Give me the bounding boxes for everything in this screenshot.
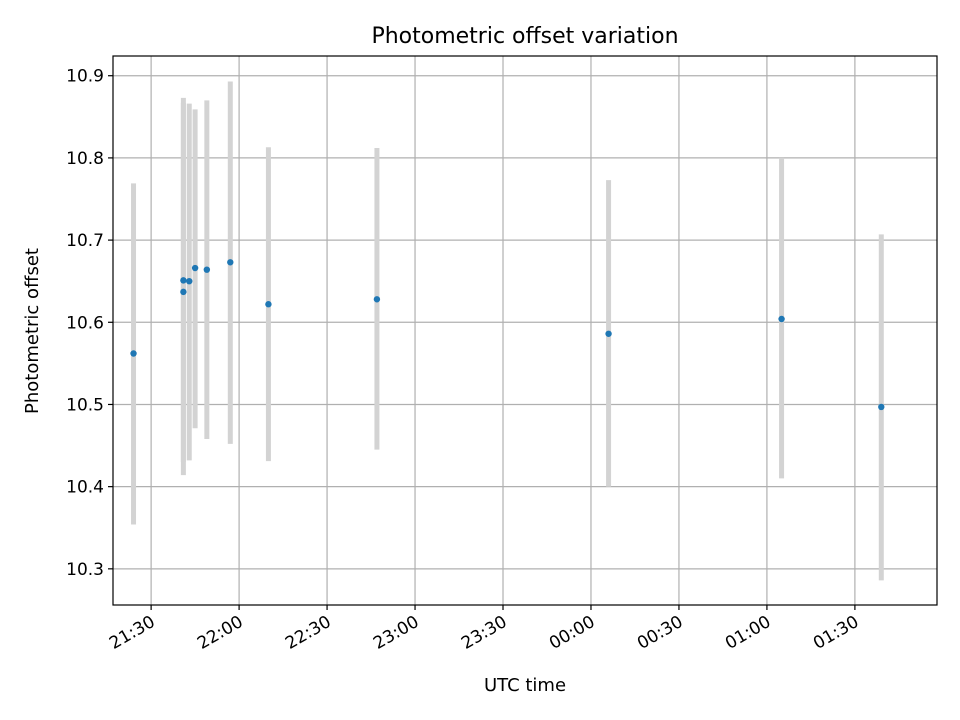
- data-point: [186, 277, 193, 285]
- x-axis-label: UTC time: [484, 675, 566, 696]
- data-point: [180, 288, 187, 296]
- data-point: [203, 266, 211, 273]
- plot-frame: [112, 55, 938, 606]
- data-point: [180, 277, 187, 284]
- data-point: [227, 259, 234, 266]
- grid: [113, 56, 937, 605]
- data-point: [191, 264, 199, 272]
- y-tick-label: 10.8: [66, 149, 104, 169]
- y-axis-label: Photometric offset: [22, 248, 43, 414]
- data-point: [373, 296, 381, 303]
- data-point: [778, 315, 785, 323]
- data-point: [605, 330, 612, 337]
- y-tick-label: 10.6: [66, 313, 104, 333]
- y-tick-label: 10.4: [66, 478, 104, 498]
- y-tick-label: 10.7: [66, 231, 104, 251]
- y-tick-label: 10.9: [66, 67, 104, 87]
- chart-title: Photometric offset variation: [371, 24, 678, 49]
- y-tick-label: 10.3: [66, 560, 104, 580]
- data-point: [265, 301, 272, 308]
- y-tick-label: 10.5: [66, 395, 104, 415]
- data-point: [130, 350, 137, 357]
- data-points: [130, 259, 885, 411]
- data-point: [878, 403, 885, 411]
- y-axis: 10.3 10.4 10.5 10.6 10.7 10.8 10.9: [66, 67, 113, 580]
